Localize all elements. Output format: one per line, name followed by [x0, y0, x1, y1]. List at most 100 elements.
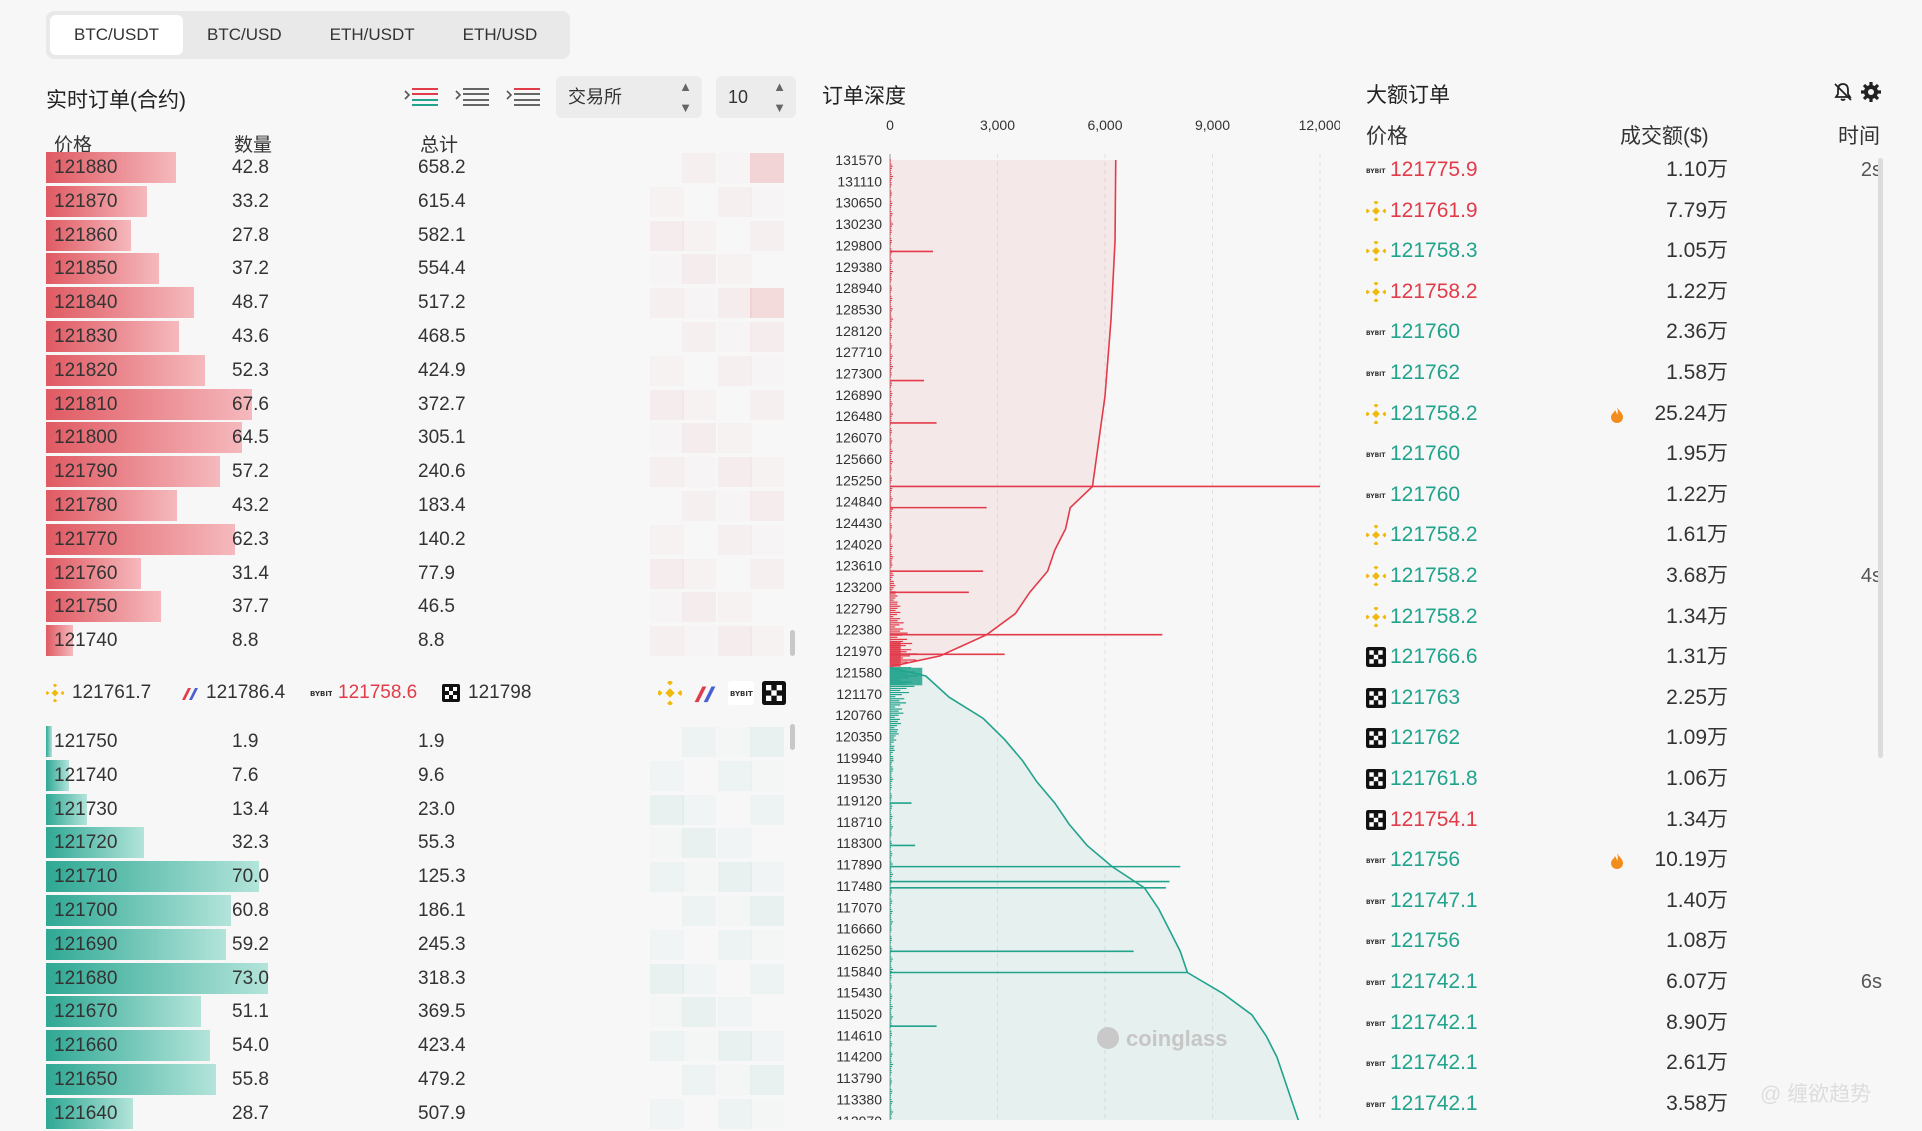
asks-scrollbar[interactable] [790, 630, 795, 656]
bid-row[interactable]: 121650 55.8 479.2 [46, 1063, 786, 1097]
large-order-row[interactable]: BYBIT 121760 1.22万 [1366, 475, 1886, 515]
tab-btc-usdt[interactable]: BTC/USDT [50, 15, 183, 55]
bid-row[interactable]: 121660 54.0 423.4 [46, 1029, 786, 1063]
x-tick-label: 9,000 [1195, 117, 1230, 133]
bid-total: 245.3 [418, 933, 466, 955]
large-order-row[interactable]: BYBIT 121760 2.36万 [1366, 312, 1886, 352]
market-tabs: BTC/USDT BTC/USD ETH/USDT ETH/USD [46, 11, 570, 59]
large-order-price: 121742.1 [1390, 970, 1478, 993]
binance-icon [1365, 565, 1387, 587]
heatmap-cell [650, 828, 684, 858]
large-order-row[interactable]: 121758.3 1.05万 [1365, 231, 1886, 271]
large-order-row[interactable]: 121758.2 1.61万 [1365, 515, 1886, 555]
binance-price: 121761.7 [72, 682, 152, 703]
tab-eth-usdt[interactable]: ETH/USDT [329, 25, 415, 44]
ask-row[interactable]: 121870 33.2 615.4 [46, 185, 786, 219]
large-order-row[interactable]: BYBIT 121756 1.08万 [1366, 921, 1886, 961]
ask-qty: 57.2 [232, 461, 269, 483]
tab-eth-usd[interactable]: ETH/USD [462, 25, 538, 44]
large-order-row[interactable]: 121758.2 25.24万 [1365, 394, 1886, 434]
bybit-icon: BYBIT [1366, 931, 1386, 951]
large-order-row[interactable]: 121763 2.25万 [1366, 678, 1886, 718]
ask-row[interactable]: 121830 43.6 468.5 [46, 320, 786, 354]
ask-row[interactable]: 121820 52.3 424.9 [46, 354, 786, 388]
heatmap-cell [682, 153, 716, 183]
bid-row[interactable]: 121700 60.8 186.1 [46, 894, 786, 928]
bid-row[interactable]: 121670 51.1 369.5 [46, 995, 786, 1029]
bid-row[interactable]: 121720 32.3 55.3 [46, 826, 786, 860]
ask-row[interactable]: 121810 67.6 372.7 [46, 388, 786, 422]
large-order-row[interactable]: BYBIT 121747.1 1.40万 [1366, 881, 1886, 921]
okx-icon [1366, 687, 1386, 708]
mute-bell-icon[interactable] [1832, 81, 1854, 103]
binance-filter-icon[interactable] [658, 681, 682, 705]
large-order-row[interactable]: BYBIT 121762 1.58万 [1366, 353, 1886, 393]
svg-text:BYBIT: BYBIT [1366, 858, 1386, 865]
large-order-row[interactable]: 121754.1 1.34万 [1366, 800, 1886, 840]
svg-text:BYBIT: BYBIT [1366, 899, 1386, 906]
bid-row[interactable]: 121690 59.2 245.3 [46, 928, 786, 962]
ask-row[interactable]: 121850 37.2 554.4 [46, 252, 786, 286]
ask-row[interactable]: 121880 42.8 658.2 [46, 151, 786, 185]
y-price-label: 115430 [836, 985, 882, 1001]
bitmex-filter-icon[interactable] [692, 681, 718, 705]
large-order-row[interactable]: 121758.2 3.68万 4s [1365, 556, 1886, 596]
exchange-select-value: 交易所 [568, 87, 622, 107]
bid-row[interactable]: 121640 28.7 507.9 [46, 1097, 786, 1131]
large-order-row[interactable]: 121758.2 1.22万 [1365, 272, 1886, 312]
bid-row[interactable]: 121710 70.0 125.3 [46, 860, 786, 894]
large-order-amount: 1.22万 [1666, 482, 1728, 506]
large-order-row[interactable]: 121758.2 1.34万 [1365, 597, 1886, 637]
ask-row[interactable]: 121740 8.8 8.8 [46, 624, 786, 658]
large-order-row[interactable]: 121761.9 7.79万 [1365, 191, 1886, 231]
tab-btc-usd[interactable]: BTC/USD [207, 25, 282, 44]
large-order-row[interactable]: BYBIT 121742.1 6.07万 6s [1366, 962, 1886, 1002]
bids-scrollbar[interactable] [790, 724, 795, 750]
ask-row[interactable]: 121860 27.8 582.1 [46, 219, 786, 253]
ask-total: 658.2 [418, 157, 466, 178]
ask-row[interactable]: 121770 62.3 140.2 [46, 523, 786, 557]
large-order-row[interactable]: BYBIT 121742.1 3.58万 [1366, 1084, 1886, 1124]
view-both-icon[interactable] [404, 85, 438, 109]
view-asks-icon[interactable] [506, 85, 540, 109]
bid-row[interactable]: 121730 13.4 23.0 [46, 793, 786, 827]
ask-row[interactable]: 121800 64.5 305.1 [46, 421, 786, 455]
okx-filter-icon[interactable] [762, 681, 786, 705]
y-price-label: 120350 [835, 728, 882, 744]
bid-row[interactable]: 121680 73.0 318.3 [46, 962, 786, 996]
large-order-row[interactable]: BYBIT 121775.9 1.10万 2s [1366, 150, 1886, 190]
bid-price: 121650 [54, 1069, 118, 1090]
ask-depth-bar [46, 185, 147, 217]
bybit-icon: BYBIT [1366, 444, 1386, 464]
exchange-select[interactable]: 交易所 ▲ ▼ [556, 76, 702, 118]
large-order-row[interactable]: 121762 1.09万 [1366, 718, 1886, 758]
y-price-label: 115020 [836, 1006, 882, 1022]
large-order-row[interactable]: 121761.8 1.06万 [1366, 759, 1886, 799]
bybit-filter-icon[interactable]: BYBIT [728, 681, 754, 705]
settings-gear-icon[interactable] [1860, 81, 1882, 103]
large-order-row[interactable]: BYBIT 121756 10.19万 [1366, 840, 1886, 880]
ask-row[interactable]: 121790 57.2 240.6 [46, 455, 786, 489]
ask-row[interactable]: 121750 37.7 46.5 [46, 590, 786, 624]
ask-row[interactable]: 121760 31.4 77.9 [46, 557, 786, 591]
bid-row[interactable]: 121750 1.9 1.9 [46, 725, 786, 759]
heatmap-cell [650, 997, 684, 1027]
large-order-row[interactable]: BYBIT 121742.1 8.90万 [1366, 1003, 1886, 1043]
bid-row[interactable]: 121740 7.6 9.6 [46, 759, 786, 793]
heatmap-cell [750, 1099, 784, 1129]
large-order-row[interactable]: BYBIT 121760 1.95万 [1366, 434, 1886, 474]
bybit-icon: BYBIT [1366, 363, 1386, 383]
heatmap-cell [650, 558, 684, 589]
ask-price: 121760 [54, 562, 118, 584]
ask-qty: 48.7 [232, 292, 269, 314]
ask-qty: 52.3 [232, 359, 269, 381]
large-orders-scrollbar[interactable] [1878, 158, 1883, 758]
depth-level-select[interactable]: 10 ▲ ▼ [716, 76, 796, 118]
ask-price: 121820 [54, 359, 118, 381]
heatmap-cell [750, 896, 784, 926]
ask-row[interactable]: 121780 43.2 183.4 [46, 489, 786, 523]
large-order-row[interactable]: 121766.6 1.31万 [1366, 637, 1886, 677]
large-order-row[interactable]: BYBIT 121742.1 2.61万 [1366, 1043, 1886, 1083]
ask-row[interactable]: 121840 48.7 517.2 [46, 286, 786, 320]
view-bids-icon[interactable] [455, 85, 489, 109]
